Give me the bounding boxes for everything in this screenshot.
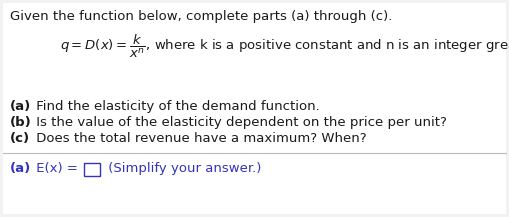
Text: Find the elasticity of the demand function.: Find the elasticity of the demand functi… — [32, 100, 320, 113]
Text: (Simplify your answer.): (Simplify your answer.) — [104, 162, 262, 175]
Text: Given the function below, complete parts (a) through (c).: Given the function below, complete parts… — [10, 10, 392, 23]
Text: (c): (c) — [10, 132, 30, 145]
Bar — [84, 163, 100, 176]
Text: (b): (b) — [10, 116, 32, 129]
Text: $q = D(x) = \dfrac{k}{x^n}$, where k is a positive constant and n is an integer : $q = D(x) = \dfrac{k}{x^n}$, where k is … — [60, 32, 509, 60]
Text: (a): (a) — [10, 100, 31, 113]
Text: Is the value of the elasticity dependent on the price per unit?: Is the value of the elasticity dependent… — [32, 116, 447, 129]
Text: E(x) =: E(x) = — [32, 162, 82, 175]
Text: Does the total revenue have a maximum? When?: Does the total revenue have a maximum? W… — [32, 132, 366, 145]
Text: (a): (a) — [10, 162, 31, 175]
